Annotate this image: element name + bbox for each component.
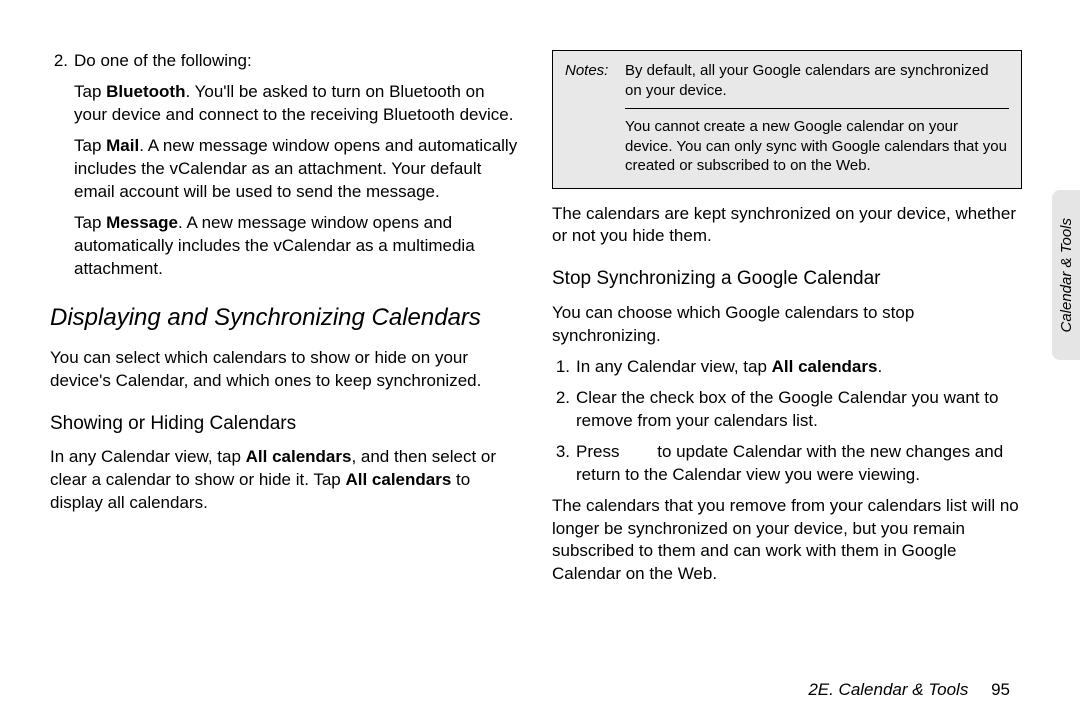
option-message: Tap Message. A new message window opens … — [74, 212, 520, 281]
step-3-num: 3. — [552, 441, 576, 487]
note-2-text: You cannot create a new Google calendar … — [625, 117, 1009, 176]
heading-stop-sync: Stop Synchronizing a Google Calendar — [552, 266, 1022, 292]
notes-label: Notes: — [565, 61, 625, 100]
step-1: 1. In any Calendar view, tap All calenda… — [552, 356, 1022, 379]
para-kept-sync: The calendars are kept synchronized on y… — [552, 203, 1022, 249]
msg-pre: Tap — [74, 213, 106, 232]
p2-bold2: All calendars — [345, 470, 451, 489]
s3-gap — [624, 442, 652, 461]
step-2-text: Do one of the following: — [74, 50, 520, 73]
section-tab: Calendar & Tools — [1052, 190, 1080, 360]
notes-separator — [625, 108, 1009, 109]
para-choose-stop: You can choose which Google calendars to… — [552, 302, 1022, 348]
option-mail: Tap Mail. A new message window opens and… — [74, 135, 520, 204]
step-2-number: 2. — [50, 50, 74, 73]
mail-pre: Tap — [74, 136, 106, 155]
footer-page-number: 95 — [991, 680, 1010, 699]
msg-label: Message — [106, 213, 178, 232]
step-2: 2. Do one of the following: — [50, 50, 520, 73]
heading-displaying-sync: Displaying and Synchronizing Calendars — [50, 302, 520, 334]
p2-bold1: All calendars — [246, 447, 352, 466]
para-show-hide: In any Calendar view, tap All calendars,… — [50, 446, 520, 515]
para-select-calendars: You can select which calendars to show o… — [50, 347, 520, 393]
s3a: Press — [576, 442, 624, 461]
section-tab-label: Calendar & Tools — [1058, 218, 1075, 333]
p2a: In any Calendar view, tap — [50, 447, 246, 466]
notes-box: Notes: By default, all your Google calen… — [552, 50, 1022, 189]
s1-bold: All calendars — [772, 357, 878, 376]
page-content: 2. Do one of the following: Tap Bluetoot… — [50, 50, 1030, 670]
step-1-body: In any Calendar view, tap All calendars. — [576, 356, 1022, 379]
para-removed: The calendars that you remove from your … — [552, 495, 1022, 587]
step-3-body: Press to update Calendar with the new ch… — [576, 441, 1022, 487]
step-2r-body: Clear the check box of the Google Calend… — [576, 387, 1022, 433]
step-2r-num: 2. — [552, 387, 576, 433]
page-footer: 2E. Calendar & Tools 95 — [808, 680, 1010, 700]
note-row-1: Notes: By default, all your Google calen… — [565, 61, 1009, 100]
step-3: 3. Press to update Calendar with the new… — [552, 441, 1022, 487]
heading-show-hide: Showing or Hiding Calendars — [50, 411, 520, 437]
note-1-text: By default, all your Google calendars ar… — [625, 61, 1009, 100]
steps-list: 1. In any Calendar view, tap All calenda… — [552, 356, 1022, 487]
bt-pre: Tap — [74, 82, 106, 101]
s1a: In any Calendar view, tap — [576, 357, 772, 376]
step-2r: 2. Clear the check box of the Google Cal… — [552, 387, 1022, 433]
option-bluetooth: Tap Bluetooth. You'll be asked to turn o… — [74, 81, 520, 127]
s1b: . — [877, 357, 882, 376]
mail-label: Mail — [106, 136, 139, 155]
bt-label: Bluetooth — [106, 82, 185, 101]
footer-section: 2E. Calendar & Tools — [808, 680, 968, 699]
left-column: 2. Do one of the following: Tap Bluetoot… — [50, 50, 520, 670]
step-1-num: 1. — [552, 356, 576, 379]
mail-post: . A new message window opens and automat… — [74, 136, 517, 201]
right-column: Notes: By default, all your Google calen… — [552, 50, 1022, 670]
